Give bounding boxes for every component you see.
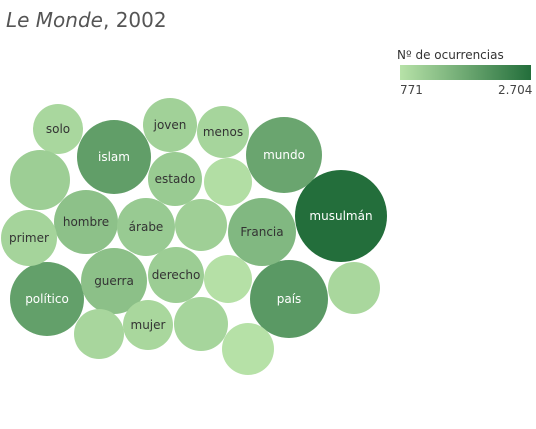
bubble-unlabeled[interactable] xyxy=(74,309,124,359)
bubble-circle[interactable] xyxy=(123,300,173,350)
bubble-islam[interactable]: islam xyxy=(77,120,151,194)
bubble-unlabeled[interactable] xyxy=(204,158,252,206)
bubble-label: país xyxy=(277,292,302,306)
bubble-circle[interactable] xyxy=(328,262,380,314)
bubble-circle[interactable] xyxy=(197,106,249,158)
bubble-circle[interactable] xyxy=(117,198,175,256)
bubble-label: derecho xyxy=(152,268,201,282)
bubble-mujer[interactable]: mujer xyxy=(123,300,173,350)
bubble-label: político xyxy=(25,292,69,306)
chart-title-italic: Le Monde xyxy=(6,8,103,32)
bubble-circle[interactable] xyxy=(174,297,228,351)
legend-min-label: 771 xyxy=(400,83,423,97)
bubble-label: primer xyxy=(9,231,49,245)
bubble-circle[interactable] xyxy=(10,150,70,210)
bubble-label: menos xyxy=(203,125,243,139)
bubble-unlabeled[interactable] xyxy=(10,150,70,210)
bubble-unlabeled[interactable] xyxy=(175,199,227,251)
legend-color-bar xyxy=(400,65,531,80)
bubble-circle[interactable] xyxy=(250,260,328,338)
bubble-circle[interactable] xyxy=(228,198,296,266)
bubble-circle[interactable] xyxy=(143,98,197,152)
bubble-guerra[interactable]: guerra xyxy=(81,248,147,314)
bubble-circle[interactable] xyxy=(148,247,204,303)
bubble-label: hombre xyxy=(63,215,109,229)
bubble-circle[interactable] xyxy=(33,104,83,154)
bubble-unlabeled[interactable] xyxy=(328,262,380,314)
bubble-joven[interactable]: joven xyxy=(143,98,197,152)
bubble-árabe[interactable]: árabe xyxy=(117,198,175,256)
bubble-primer[interactable]: primer xyxy=(1,210,57,266)
bubble-musulmán[interactable]: musulmán xyxy=(295,170,387,262)
bubble-circle[interactable] xyxy=(10,262,84,336)
bubble-label: joven xyxy=(153,118,187,132)
bubble-menos[interactable]: menos xyxy=(197,106,249,158)
chart-title-year: , 2002 xyxy=(102,8,167,32)
bubble-circle[interactable] xyxy=(175,199,227,251)
bubble-circle[interactable] xyxy=(148,152,202,206)
bubble-unlabeled[interactable] xyxy=(204,255,252,303)
bubble-label: Francia xyxy=(240,225,283,239)
bubble-label: estado xyxy=(155,172,196,186)
bubble-label: musulmán xyxy=(309,209,372,223)
bubble-estado[interactable]: estado xyxy=(148,152,202,206)
bubble-circle[interactable] xyxy=(81,248,147,314)
bubble-label: mundo xyxy=(263,148,305,162)
bubble-circle[interactable] xyxy=(77,120,151,194)
bubble-circle[interactable] xyxy=(54,190,118,254)
bubble-circle[interactable] xyxy=(204,158,252,206)
bubble-label: islam xyxy=(98,150,130,164)
bubble-label: árabe xyxy=(129,220,164,234)
bubble-derecho[interactable]: derecho xyxy=(148,247,204,303)
bubble-político[interactable]: político xyxy=(10,262,84,336)
bubble-mundo[interactable]: mundo xyxy=(246,117,322,193)
chart-title: Le Monde, 2002 xyxy=(6,8,167,32)
bubble-unlabeled[interactable] xyxy=(174,297,228,351)
legend-title: Nº de ocurrencias xyxy=(397,48,504,62)
bubble-francia[interactable]: Francia xyxy=(228,198,296,266)
bubble-circle[interactable] xyxy=(246,117,322,193)
bubble-solo[interactable]: solo xyxy=(33,104,83,154)
bubble-label: solo xyxy=(46,122,70,136)
bubble-circle[interactable] xyxy=(295,170,387,262)
bubble-hombre[interactable]: hombre xyxy=(54,190,118,254)
bubble-circle[interactable] xyxy=(204,255,252,303)
bubble-unlabeled[interactable] xyxy=(222,323,274,375)
bubble-circle[interactable] xyxy=(74,309,124,359)
legend-max-label: 2.704 xyxy=(498,83,533,97)
bubble-label: mujer xyxy=(131,318,166,332)
bubble-label: guerra xyxy=(94,274,134,288)
bubble-circle[interactable] xyxy=(1,210,57,266)
bubble-circle[interactable] xyxy=(222,323,274,375)
bubble-país[interactable]: país xyxy=(250,260,328,338)
